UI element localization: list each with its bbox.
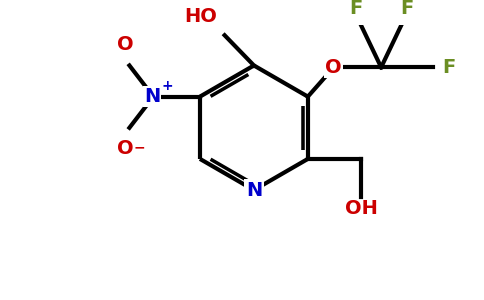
Text: F: F — [442, 58, 456, 77]
Text: N: N — [144, 87, 160, 106]
Text: O: O — [117, 139, 133, 158]
Text: F: F — [349, 0, 362, 18]
Text: F: F — [400, 0, 413, 18]
Text: +: + — [162, 79, 173, 93]
Text: N: N — [246, 181, 262, 200]
Text: −: − — [133, 141, 145, 154]
Text: O: O — [117, 35, 133, 55]
Text: OH: OH — [345, 199, 378, 218]
Text: HO: HO — [184, 7, 217, 26]
Text: O: O — [325, 58, 342, 77]
